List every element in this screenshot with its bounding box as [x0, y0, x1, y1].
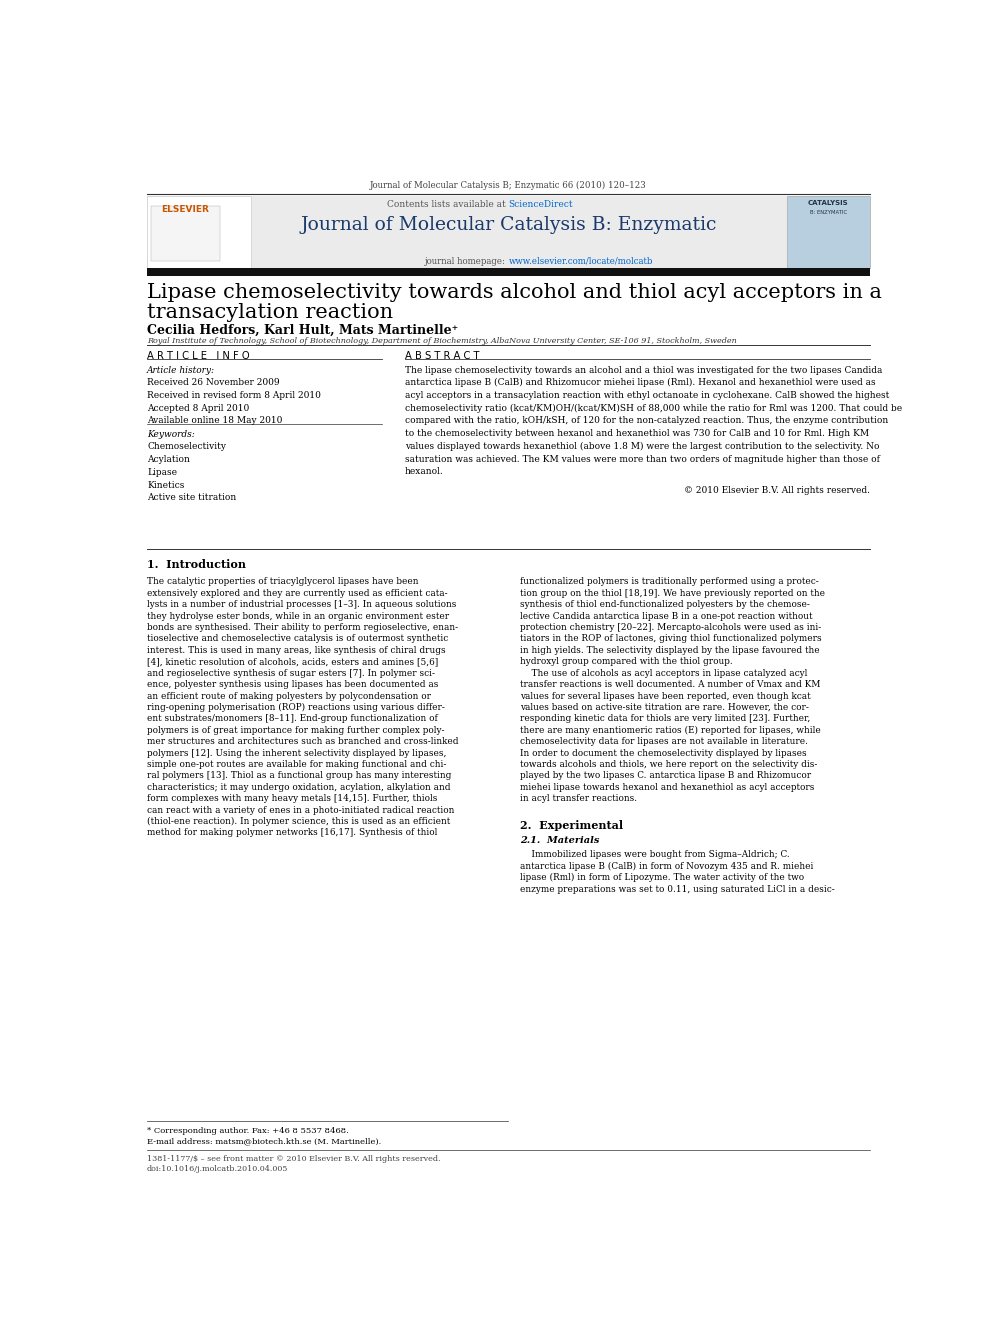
Text: values displayed towards hexanethiol (above 1.8 M) were the largest contribution: values displayed towards hexanethiol (ab… — [405, 442, 879, 451]
FancyBboxPatch shape — [787, 196, 870, 267]
Text: Journal of Molecular Catalysis B; Enzymatic 66 (2010) 120–123: Journal of Molecular Catalysis B; Enzyma… — [370, 181, 647, 191]
Text: form complexes with many heavy metals [14,15]. Further, thiols: form complexes with many heavy metals [1… — [147, 794, 437, 803]
Text: compared with the ratio, kOH/kSH, of 120 for the non-catalyzed reaction. Thus, t: compared with the ratio, kOH/kSH, of 120… — [405, 417, 888, 426]
Text: lipase (Rml) in form of Lipozyme. The water activity of the two: lipase (Rml) in form of Lipozyme. The wa… — [520, 873, 805, 882]
Text: ral polymers [13]. Thiol as a functional group has many interesting: ral polymers [13]. Thiol as a functional… — [147, 771, 451, 781]
Text: (thiol-ene reaction). In polymer science, this is used as an efficient: (thiol-ene reaction). In polymer science… — [147, 818, 450, 826]
Text: tion group on the thiol [18,19]. We have previously reported on the: tion group on the thiol [18,19]. We have… — [520, 589, 825, 598]
Text: Contents lists available at: Contents lists available at — [387, 200, 509, 209]
Text: ELSEVIER: ELSEVIER — [162, 205, 209, 213]
Text: The catalytic properties of triacylglycerol lipases have been: The catalytic properties of triacylglyce… — [147, 577, 419, 586]
Text: synthesis of thiol end-functionalized polyesters by the chemose-: synthesis of thiol end-functionalized po… — [520, 601, 809, 610]
Text: they hydrolyse ester bonds, while in an organic environment ester: they hydrolyse ester bonds, while in an … — [147, 611, 449, 620]
Text: Chemoselectivity: Chemoselectivity — [147, 442, 226, 451]
Text: enzyme preparations was set to 0.11, using saturated LiCl in a desic-: enzyme preparations was set to 0.11, usi… — [520, 885, 834, 894]
Text: Cecilia Hedfors, Karl Hult, Mats Martinelle⁺: Cecilia Hedfors, Karl Hult, Mats Martine… — [147, 324, 458, 337]
Text: protection chemistry [20–22]. Mercapto-alcohols were used as ini-: protection chemistry [20–22]. Mercapto-a… — [520, 623, 821, 632]
Text: The use of alcohols as acyl acceptors in lipase catalyzed acyl: The use of alcohols as acyl acceptors in… — [520, 668, 807, 677]
Text: lective Candida antarctica lipase B in a one-pot reaction without: lective Candida antarctica lipase B in a… — [520, 611, 812, 620]
Text: responding kinetic data for thiols are very limited [23]. Further,: responding kinetic data for thiols are v… — [520, 714, 810, 724]
Text: 1381-1177/$ – see front matter © 2010 Elsevier B.V. All rights reserved.: 1381-1177/$ – see front matter © 2010 El… — [147, 1155, 440, 1163]
Text: Active site titration: Active site titration — [147, 493, 236, 503]
Text: in high yields. The selectivity displayed by the lipase favoured the: in high yields. The selectivity displaye… — [520, 646, 819, 655]
Text: polymers is of great importance for making further complex poly-: polymers is of great importance for maki… — [147, 726, 444, 734]
Text: Royal Institute of Technology, School of Biotechnology, Department of Biochemist: Royal Institute of Technology, School of… — [147, 337, 737, 345]
Text: B: ENZYMATIC: B: ENZYMATIC — [809, 209, 847, 214]
Text: chemoselectivity ratio (kcat/KM)OH/(kcat/KM)SH of 88,000 while the ratio for Rml: chemoselectivity ratio (kcat/KM)OH/(kcat… — [405, 404, 902, 413]
Text: Acylation: Acylation — [147, 455, 189, 464]
Text: Available online 18 May 2010: Available online 18 May 2010 — [147, 417, 283, 426]
Text: CATALYSIS: CATALYSIS — [807, 200, 848, 205]
Text: 1.  Introduction: 1. Introduction — [147, 560, 246, 570]
Text: polymers [12]. Using the inherent selectivity displayed by lipases,: polymers [12]. Using the inherent select… — [147, 749, 446, 758]
Text: mer structures and architectures such as branched and cross-linked: mer structures and architectures such as… — [147, 737, 458, 746]
Text: chemoselectivity data for lipases are not available in literature.: chemoselectivity data for lipases are no… — [520, 737, 807, 746]
Text: hexanol.: hexanol. — [405, 467, 443, 476]
Text: Immobilized lipases were bought from Sigma–Aldrich; C.: Immobilized lipases were bought from Sig… — [520, 851, 790, 860]
Text: E-mail address: matsm@biotech.kth.se (M. Martinelle).: E-mail address: matsm@biotech.kth.se (M.… — [147, 1138, 381, 1146]
Text: Lipase: Lipase — [147, 468, 177, 476]
Text: journal homepage:: journal homepage: — [425, 257, 509, 266]
Text: in acyl transfer reactions.: in acyl transfer reactions. — [520, 794, 637, 803]
Text: www.elsevier.com/locate/molcatb: www.elsevier.com/locate/molcatb — [509, 257, 653, 266]
Text: acyl acceptors in a transacylation reaction with ethyl octanoate in cyclohexane.: acyl acceptors in a transacylation react… — [405, 392, 889, 400]
Text: Accepted 8 April 2010: Accepted 8 April 2010 — [147, 404, 249, 413]
Text: 2.  Experimental: 2. Experimental — [520, 820, 623, 831]
FancyBboxPatch shape — [147, 267, 870, 277]
Text: values based on active-site titration are rare. However, the cor-: values based on active-site titration ar… — [520, 703, 808, 712]
Text: played by the two lipases C. antarctica lipase B and Rhizomucor: played by the two lipases C. antarctica … — [520, 771, 811, 781]
Text: method for making polymer networks [16,17]. Synthesis of thiol: method for making polymer networks [16,1… — [147, 828, 437, 837]
Text: Journal of Molecular Catalysis B: Enzymatic: Journal of Molecular Catalysis B: Enzyma… — [301, 216, 716, 234]
Text: © 2010 Elsevier B.V. All rights reserved.: © 2010 Elsevier B.V. All rights reserved… — [683, 487, 870, 495]
Text: towards alcohols and thiols, we here report on the selectivity dis-: towards alcohols and thiols, we here rep… — [520, 759, 817, 769]
Text: to the chemoselectivity between hexanol and hexanethiol was 730 for CalB and 10 : to the chemoselectivity between hexanol … — [405, 429, 869, 438]
Text: saturation was achieved. The KM values were more than two orders of magnitude hi: saturation was achieved. The KM values w… — [405, 455, 880, 463]
Text: 2.1.  Materials: 2.1. Materials — [520, 836, 599, 845]
FancyBboxPatch shape — [147, 196, 251, 267]
Text: characteristics; it may undergo oxidation, acylation, alkylation and: characteristics; it may undergo oxidatio… — [147, 783, 450, 792]
Text: * Corresponding author. Fax: +46 8 5537 8468.: * Corresponding author. Fax: +46 8 5537 … — [147, 1127, 349, 1135]
Text: tioselective and chemoselective catalysis is of outermost synthetic: tioselective and chemoselective catalysi… — [147, 635, 448, 643]
Text: Article history:: Article history: — [147, 365, 215, 374]
Text: can react with a variety of enes in a photo-initiated radical reaction: can react with a variety of enes in a ph… — [147, 806, 454, 815]
Text: ScienceDirect: ScienceDirect — [509, 200, 573, 209]
Text: Lipase chemoselectivity towards alcohol and thiol acyl acceptors in a: Lipase chemoselectivity towards alcohol … — [147, 283, 882, 302]
Text: and regioselective synthesis of sugar esters [7]. In polymer sci-: and regioselective synthesis of sugar es… — [147, 668, 435, 677]
Text: there are many enantiomeric ratios (E) reported for lipases, while: there are many enantiomeric ratios (E) r… — [520, 726, 820, 734]
Text: bonds are synthesised. Their ability to perform regioselective, enan-: bonds are synthesised. Their ability to … — [147, 623, 458, 632]
Text: antarctica lipase B (CalB) in form of Novozym 435 and R. miehei: antarctica lipase B (CalB) in form of No… — [520, 861, 813, 871]
Text: transfer reactions is well documented. A number of Vmax and KM: transfer reactions is well documented. A… — [520, 680, 820, 689]
Text: ence, polyester synthesis using lipases has been documented as: ence, polyester synthesis using lipases … — [147, 680, 438, 689]
Text: interest. This is used in many areas, like synthesis of chiral drugs: interest. This is used in many areas, li… — [147, 646, 445, 655]
Text: values for several lipases have been reported, even though kcat: values for several lipases have been rep… — [520, 692, 810, 701]
Text: antarctica lipase B (CalB) and Rhizomucor miehei lipase (Rml). Hexanol and hexan: antarctica lipase B (CalB) and Rhizomuco… — [405, 378, 875, 388]
Text: an efficient route of making polyesters by polycondensation or: an efficient route of making polyesters … — [147, 692, 432, 701]
Text: [4], kinetic resolution of alcohols, acids, esters and amines [5,6]: [4], kinetic resolution of alcohols, aci… — [147, 658, 438, 667]
FancyBboxPatch shape — [147, 196, 870, 267]
Text: tiators in the ROP of lactones, giving thiol functionalized polymers: tiators in the ROP of lactones, giving t… — [520, 635, 821, 643]
Text: In order to document the chemoselectivity displayed by lipases: In order to document the chemoselectivit… — [520, 749, 806, 758]
Text: miehei lipase towards hexanol and hexanethiol as acyl acceptors: miehei lipase towards hexanol and hexane… — [520, 783, 814, 792]
Text: A B S T R A C T: A B S T R A C T — [405, 352, 479, 361]
Text: The lipase chemoselectivity towards an alcohol and a thiol was investigated for : The lipase chemoselectivity towards an a… — [405, 365, 882, 374]
Text: Kinetics: Kinetics — [147, 480, 185, 490]
Text: ring-opening polymerisation (ROP) reactions using various differ-: ring-opening polymerisation (ROP) reacti… — [147, 703, 445, 712]
Text: extensively explored and they are currently used as efficient cata-: extensively explored and they are curren… — [147, 589, 447, 598]
Text: doi:10.1016/j.molcatb.2010.04.005: doi:10.1016/j.molcatb.2010.04.005 — [147, 1166, 289, 1174]
Text: ent substrates/monomers [8–11]. End-group functionalization of: ent substrates/monomers [8–11]. End-grou… — [147, 714, 437, 724]
Text: Received 26 November 2009: Received 26 November 2009 — [147, 378, 280, 388]
Text: simple one-pot routes are available for making functional and chi-: simple one-pot routes are available for … — [147, 759, 446, 769]
Text: Received in revised form 8 April 2010: Received in revised form 8 April 2010 — [147, 392, 321, 400]
Text: transacylation reaction: transacylation reaction — [147, 303, 393, 323]
FancyBboxPatch shape — [151, 205, 220, 261]
Text: functionalized polymers is traditionally performed using a protec-: functionalized polymers is traditionally… — [520, 577, 818, 586]
Text: lysts in a number of industrial processes [1–3]. In aqueous solutions: lysts in a number of industrial processe… — [147, 601, 456, 610]
Text: hydroxyl group compared with the thiol group.: hydroxyl group compared with the thiol g… — [520, 658, 733, 667]
Text: A R T I C L E   I N F O: A R T I C L E I N F O — [147, 352, 250, 361]
Text: Keywords:: Keywords: — [147, 430, 194, 439]
